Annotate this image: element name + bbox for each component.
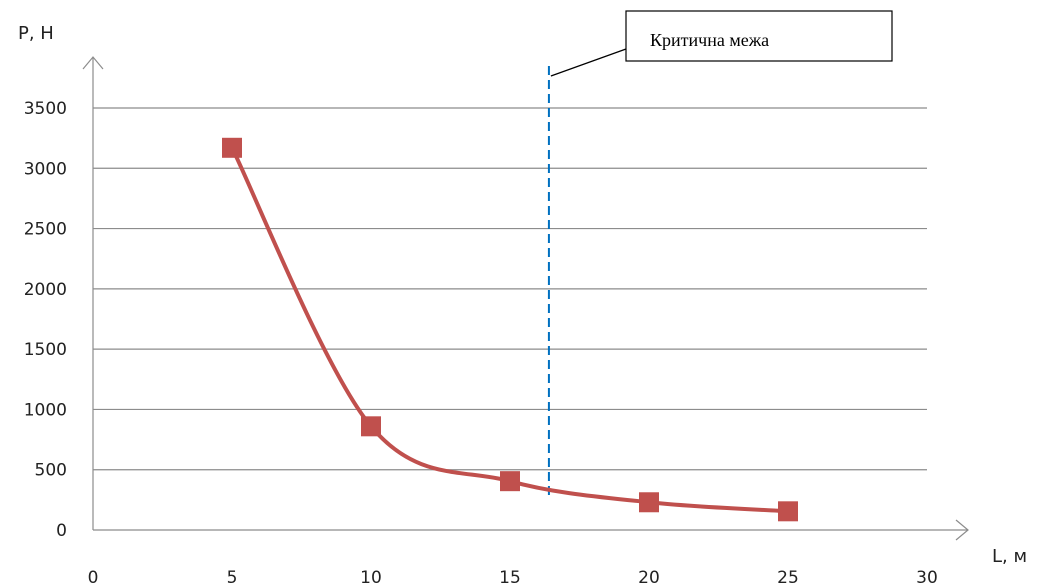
annotation-text: Критична межа [650,30,769,50]
axes [82,56,969,541]
y-tick-label: 0 [56,521,67,541]
x-tick-label: 5 [227,568,238,586]
y-tick-label: 2500 [24,220,67,240]
x-tick-label: 20 [638,568,660,586]
annotation-leader-line [550,48,627,77]
data-point-marker [222,137,242,158]
data-point-marker [361,416,381,437]
y-tick-labels: 0 500 1000 1500 2000 2500 3000 3500 [24,99,67,541]
gridlines [93,107,927,471]
y-tick-label: 3500 [24,99,67,119]
y-tick-label: 500 [35,461,67,481]
annotation: Критична межа [550,10,893,77]
y-tick-label: 2000 [24,280,67,300]
x-tick-label: 10 [360,568,382,586]
y-tick-label: 3000 [24,159,67,179]
x-axis-title: L, м [992,546,1027,567]
data-point-marker [639,492,659,513]
y-axis-title: P, Н [18,23,54,44]
data-point-marker [500,471,520,492]
x-axis-arrow-icon [955,519,969,541]
y-tick-label: 1000 [24,400,67,420]
x-tick-label: 0 [88,568,99,586]
data-point-marker [778,501,798,522]
series-layer [222,137,798,522]
series-line [230,145,790,514]
y-axis-arrow-icon [82,56,104,70]
annotation-box [625,10,893,62]
x-tick-label: 15 [499,568,521,586]
x-tick-labels: 0 5 10 15 20 25 30 [88,568,938,586]
x-tick-label: 25 [777,568,799,586]
x-tick-label: 30 [916,568,938,586]
y-tick-label: 1500 [24,340,67,360]
